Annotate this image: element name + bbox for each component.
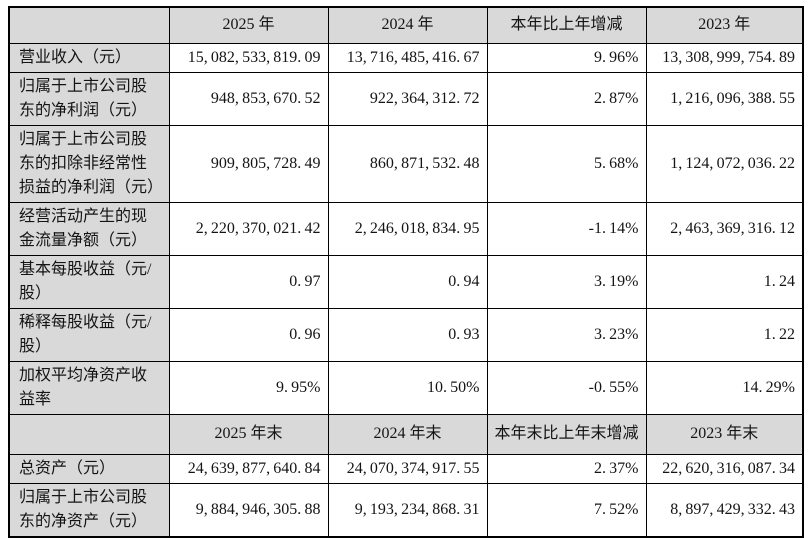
row-label: 基本每股收益（元/股） xyxy=(8,254,170,309)
financial-summary-table: 2025 年 2024 年 本年比上年增减 2023 年 营业收入（元） 15,… xyxy=(8,6,804,538)
cell-value: 922, 364, 312. 72 xyxy=(327,71,488,126)
cell-value: 1, 124, 072, 036. 22 xyxy=(645,124,804,203)
cell-value: 3. 23% xyxy=(486,307,647,362)
cell-value: 2. 37% xyxy=(486,453,647,484)
cell-value: 2. 87% xyxy=(486,71,647,126)
cell-value: -0. 55% xyxy=(486,360,647,415)
cell-value: 15, 082, 533, 819. 09 xyxy=(168,42,329,73)
cell-value: 7. 52% xyxy=(486,482,647,537)
table-row-weighted-avg-roe: 加权平均净资产收益率 9. 95% 10. 50% -0. 55% 14. 29… xyxy=(8,360,804,415)
cell-value: -1. 14% xyxy=(486,201,647,256)
cell-value: 1. 22 xyxy=(645,307,804,362)
table-row-basic-eps: 基本每股收益（元/股） 0. 97 0. 94 3. 19% 1. 24 xyxy=(8,254,804,309)
cell-value: 0. 93 xyxy=(327,307,488,362)
table-row-net-profit: 归属于上市公司股东的净利润（元） 948, 853, 670. 52 922, … xyxy=(8,71,804,126)
cell-value: 948, 853, 670. 52 xyxy=(168,71,329,126)
cell-value: 0. 96 xyxy=(168,307,329,362)
table-row-total-assets: 总资产（元） 24, 639, 877, 640. 84 24, 070, 37… xyxy=(8,453,804,484)
col-header-2024-end: 2024 年末 xyxy=(327,413,488,455)
col-header-yoy-change: 本年比上年增减 xyxy=(486,6,647,44)
table-row-operating-cash-flow: 经营活动产生的现金流量净额（元） 2, 220, 370, 021. 42 2,… xyxy=(8,201,804,256)
row-label: 归属于上市公司股东的净利润（元） xyxy=(8,71,170,126)
table-row-net-profit-excl-nonrecurring: 归属于上市公司股东的扣除非经常性损益的净利润（元） 909, 805, 728.… xyxy=(8,124,804,203)
col-header-2025-end: 2025 年末 xyxy=(168,413,329,455)
cell-value: 2, 463, 369, 316. 12 xyxy=(645,201,804,256)
row-label: 加权平均净资产收益率 xyxy=(8,360,170,415)
cell-value: 13, 716, 485, 416. 67 xyxy=(327,42,488,73)
col-header-end-yoy-change: 本年末比上年末增减 xyxy=(486,413,647,455)
cell-value: 909, 805, 728. 49 xyxy=(168,124,329,203)
table-row-diluted-eps: 稀释每股收益（元/股） 0. 96 0. 93 3. 23% 1. 22 xyxy=(8,307,804,362)
cell-value: 3. 19% xyxy=(486,254,647,309)
cell-value: 9. 95% xyxy=(168,360,329,415)
row-label: 稀释每股收益（元/股） xyxy=(8,307,170,362)
row-label: 经营活动产生的现金流量净额（元） xyxy=(8,201,170,256)
cell-value: 860, 871, 532. 48 xyxy=(327,124,488,203)
annual-header-row: 2025 年 2024 年 本年比上年增减 2023 年 xyxy=(8,6,804,44)
cell-value: 0. 94 xyxy=(327,254,488,309)
cell-value: 24, 070, 374, 917. 55 xyxy=(327,453,488,484)
cell-value: 8, 897, 429, 332. 43 xyxy=(645,482,804,537)
cell-value: 2, 220, 370, 021. 42 xyxy=(168,201,329,256)
cell-value: 10. 50% xyxy=(327,360,488,415)
table-row-net-assets: 归属于上市公司股东的净资产（元） 9, 884, 946, 305. 88 9,… xyxy=(8,482,804,537)
cell-value: 1, 216, 096, 388. 55 xyxy=(645,71,804,126)
cell-value: 2, 246, 018, 834. 95 xyxy=(327,201,488,256)
cell-value: 5. 68% xyxy=(486,124,647,203)
cell-value: 0. 97 xyxy=(168,254,329,309)
col-header-2023: 2023 年 xyxy=(645,6,804,44)
table-row-revenue: 营业收入（元） 15, 082, 533, 819. 09 13, 716, 4… xyxy=(8,42,804,73)
cell-value: 1. 24 xyxy=(645,254,804,309)
cell-value: 22, 620, 316, 087. 34 xyxy=(645,453,804,484)
financial-summary-section: 2025 年 2024 年 本年比上年增减 2023 年 营业收入（元） 15,… xyxy=(8,6,804,538)
row-label: 归属于上市公司股东的扣除非经常性损益的净利润（元） xyxy=(8,124,170,203)
cell-value: 14. 29% xyxy=(645,360,804,415)
cell-value: 9. 96% xyxy=(486,42,647,73)
corner-cell xyxy=(8,413,170,455)
col-header-2023-end: 2023 年末 xyxy=(645,413,804,455)
cell-value: 13, 308, 999, 754. 89 xyxy=(645,42,804,73)
period-end-header-row: 2025 年末 2024 年末 本年末比上年末增减 2023 年末 xyxy=(8,413,804,455)
row-label: 营业收入（元） xyxy=(8,42,170,73)
col-header-2025: 2025 年 xyxy=(168,6,329,44)
cell-value: 24, 639, 877, 640. 84 xyxy=(168,453,329,484)
row-label: 归属于上市公司股东的净资产（元） xyxy=(8,482,170,537)
cell-value: 9, 193, 234, 868. 31 xyxy=(327,482,488,537)
cell-value: 9, 884, 946, 305. 88 xyxy=(168,482,329,537)
col-header-2024: 2024 年 xyxy=(327,6,488,44)
row-label: 总资产（元） xyxy=(8,453,170,484)
corner-cell xyxy=(8,6,170,44)
